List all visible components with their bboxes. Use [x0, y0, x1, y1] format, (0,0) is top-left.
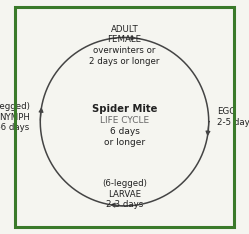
Text: ADULT
FEMALE
overwinters or
2 days or longer: ADULT FEMALE overwinters or 2 days or lo… [89, 25, 160, 66]
Text: (6-legged)
LARVAE
2-3 days: (6-legged) LARVAE 2-3 days [102, 179, 147, 209]
Text: (8-legged)
NYMPH
5-6 days: (8-legged) NYMPH 5-6 days [0, 102, 30, 132]
Text: 6 days
or longer: 6 days or longer [104, 127, 145, 147]
Text: Spider Mite: Spider Mite [92, 104, 157, 114]
Text: EGG
2-5 days: EGG 2-5 days [217, 107, 249, 127]
Text: LIFE CYCLE: LIFE CYCLE [100, 116, 149, 125]
